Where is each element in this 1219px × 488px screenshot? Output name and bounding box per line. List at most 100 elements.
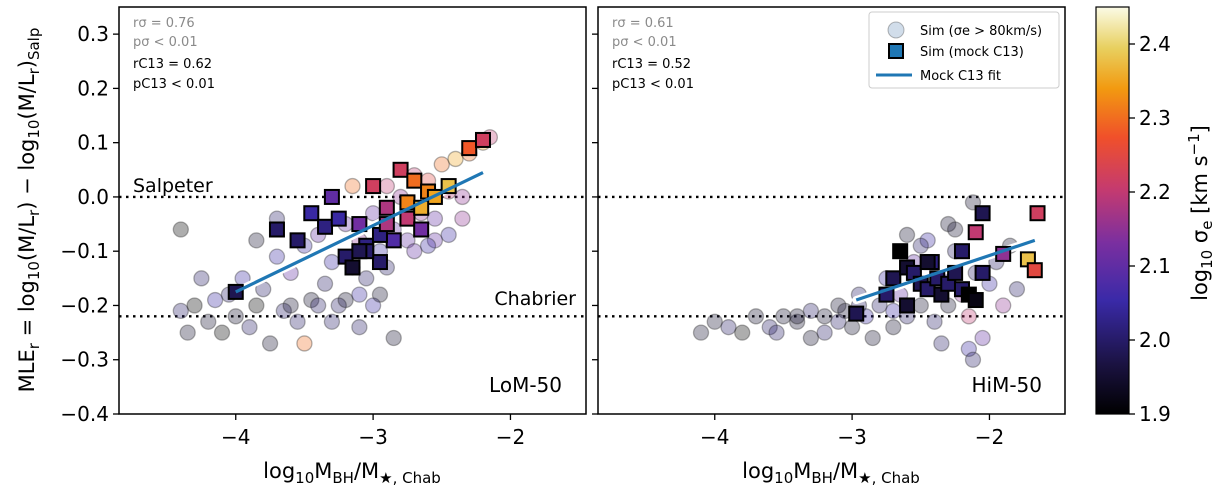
scatter-points <box>692 194 1046 368</box>
mock-c13-point <box>461 140 478 157</box>
p-c13-stat: pC13 < 0.01 <box>612 77 694 92</box>
plot-frame <box>118 6 587 415</box>
legend-label-mock: Sim (mock C13) <box>920 45 1024 60</box>
y-tick-label: −0.3 <box>60 348 109 372</box>
plot-frame <box>597 6 1066 415</box>
mock-c13-point <box>413 221 430 238</box>
sim-point <box>454 188 471 206</box>
r-c13-stat: rC13 = 0.62 <box>133 57 212 72</box>
sim-point <box>248 297 265 314</box>
sim-point <box>426 232 444 249</box>
sim-point <box>830 297 847 314</box>
r-sigma-stat: rσ = 0.76 <box>133 16 195 31</box>
colorbar-tick-label: 2.3 <box>1139 106 1171 130</box>
sim-point <box>706 313 723 330</box>
x-tick-label: −3 <box>358 425 387 449</box>
sim-point <box>747 308 765 325</box>
panel-label: HiM-50 <box>971 373 1042 397</box>
sim-point <box>364 205 382 222</box>
sim-point <box>172 221 189 238</box>
sim-point <box>912 237 929 254</box>
colorbar-tick-label: 2.2 <box>1139 180 1171 204</box>
mock-c13-point <box>1029 205 1046 222</box>
mock-c13-point <box>289 232 306 249</box>
sim-point <box>802 329 820 347</box>
sim-point <box>761 319 778 336</box>
sim-point <box>351 319 368 336</box>
legend-circle-marker <box>887 21 905 39</box>
colorbar-gradient <box>1095 6 1130 415</box>
legend-box <box>868 11 1060 89</box>
sim-point <box>768 324 785 341</box>
x-ticks: −4 −3 −2 <box>221 414 525 449</box>
x-tick-label: −4 <box>700 425 729 449</box>
sim-point <box>885 302 902 320</box>
y-tick-label: 0.3 <box>77 22 109 46</box>
colorbar-tick-label: 2.4 <box>1139 32 1171 56</box>
r-sigma-stat: rσ = 0.61 <box>612 16 674 31</box>
x-tick-label: −4 <box>221 425 250 449</box>
mock-c13-point <box>330 210 347 227</box>
sim-point <box>734 324 751 341</box>
mock-c13-point <box>1026 262 1043 279</box>
mock-c13-point <box>371 254 388 271</box>
fit-line <box>855 238 1036 302</box>
mock-c13-point <box>974 205 991 222</box>
sim-point <box>946 221 964 238</box>
sim-point <box>692 324 710 341</box>
sim-point <box>1008 281 1026 298</box>
sim-point <box>964 351 982 368</box>
sim-point <box>843 319 861 336</box>
sim-point <box>816 324 833 341</box>
colorbar-label: log10 σe [km s−1] <box>1185 125 1216 301</box>
stats-block: rσ = 0.61 pσ < 0.01 rC13 = 0.52 pC13 < 0… <box>612 16 694 92</box>
x-tick-label: −2 <box>496 425 525 449</box>
colorbar-ticks: 1.9 2.0 2.1 2.2 2.3 2.4 <box>1129 32 1171 426</box>
mock-c13-point <box>406 172 423 189</box>
sim-point <box>426 210 444 227</box>
sim-point <box>940 215 957 233</box>
sim-point <box>364 297 382 314</box>
fit-line <box>235 171 484 294</box>
sim-point <box>885 319 902 336</box>
sim-point <box>406 243 423 260</box>
sim-point <box>816 308 833 325</box>
y-tick-label: 0.2 <box>77 76 109 100</box>
sim-point <box>172 302 189 320</box>
y-ticks <box>592 33 598 415</box>
x-tick-label: −2 <box>975 425 1004 449</box>
mock-c13-point <box>974 264 991 281</box>
sim-point <box>282 297 299 314</box>
sim-point <box>227 308 244 325</box>
colorbar-tick-label: 2.0 <box>1139 328 1171 352</box>
p-sigma-stat: pσ < 0.01 <box>612 35 677 50</box>
sim-point <box>261 335 279 352</box>
sim-point <box>213 324 231 341</box>
sim-point <box>830 313 847 330</box>
salpeter-label: Salpeter <box>133 175 213 197</box>
mock-c13-point <box>885 270 902 287</box>
sim-point <box>206 291 224 309</box>
sim-point <box>919 232 936 249</box>
sim-point <box>995 297 1012 314</box>
r-c13-stat: rC13 = 0.52 <box>612 57 691 72</box>
sim-point <box>789 308 806 325</box>
p-sigma-stat: pσ < 0.01 <box>133 35 198 50</box>
sim-point <box>912 297 929 314</box>
sim-point <box>440 226 457 244</box>
sim-point <box>775 308 792 325</box>
y-tick-label: −0.4 <box>60 402 109 426</box>
sim-point <box>268 248 286 265</box>
sim-point <box>378 177 395 195</box>
panel-him50: −4 −3 −2 rσ = 0.61 pσ < 0.01 rC13 = 0.52 p… <box>592 6 1066 449</box>
mock-c13-point <box>899 297 916 314</box>
y-tick-label: 0.0 <box>77 185 109 209</box>
legend-square-marker <box>888 43 904 59</box>
y-tick-label: −0.2 <box>60 293 109 317</box>
y-ticks: −0.4 −0.3 −0.2 −0.1 0.0 0.1 0.2 0.3 <box>60 22 119 426</box>
sim-point <box>200 313 217 330</box>
sim-point <box>385 329 402 347</box>
sim-point <box>310 297 327 314</box>
sim-point <box>960 340 978 358</box>
sim-point <box>179 324 196 341</box>
